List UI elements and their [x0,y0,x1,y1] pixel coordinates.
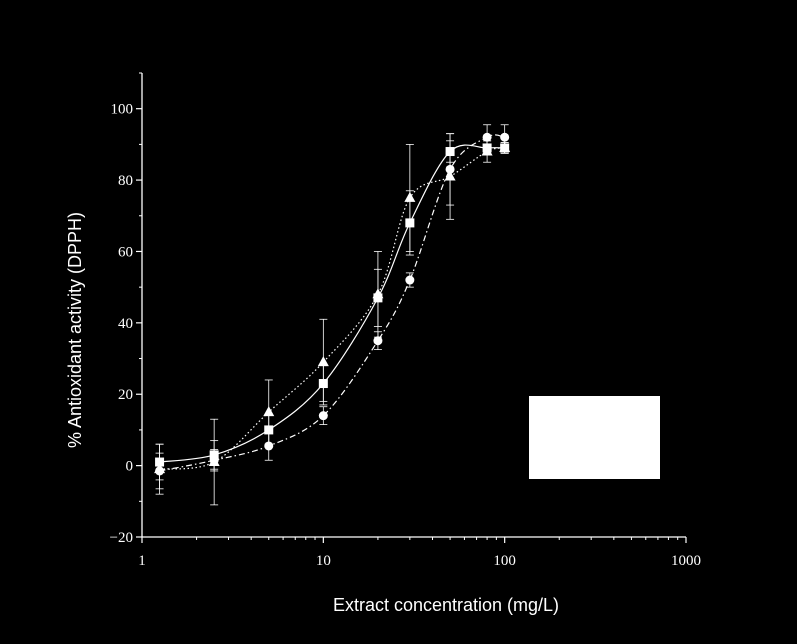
data-point-triangle [404,191,416,202]
x-ticks: 1 10 100 1000 [138,537,701,569]
x-tick-label: 100 [493,553,516,569]
y-tick-label: −20 [110,530,133,546]
data-point-circle [482,132,492,142]
data-point-triangle [317,356,329,367]
data-point-circle [155,466,165,476]
y-tick-label: 100 [111,102,134,118]
x-tick-label: 10 [316,553,331,569]
data-point-circle [264,441,274,451]
y-axis-title: % Antioxidant activity (DPPH) [65,212,85,448]
data-point-triangle [263,406,275,417]
series-circle [155,124,510,490]
y-tick-label: 0 [126,459,134,475]
y-tick-label: 80 [118,173,133,189]
x-tick-label: 1000 [671,553,701,569]
x-tick-label: 1 [138,553,146,569]
series-layer [154,124,511,506]
data-point-circle [373,336,383,346]
legend-box [529,396,660,479]
data-point-circle [209,455,219,465]
data-point-triangle [372,288,384,299]
y-tick-label: 40 [118,316,133,332]
y-ticks: −20 0 20 40 60 80 100 [110,72,142,546]
y-tick-label: 60 [118,244,133,260]
y-tick-label: 20 [118,387,133,403]
data-point-circle [500,132,510,142]
data-point-triangle [481,145,493,156]
series-line-circle [159,134,505,472]
x-axis-title: Extract concentration (mg/L) [333,595,559,615]
data-point-circle [318,411,328,421]
data-point-circle [405,275,415,285]
data-point-circle [445,164,455,174]
